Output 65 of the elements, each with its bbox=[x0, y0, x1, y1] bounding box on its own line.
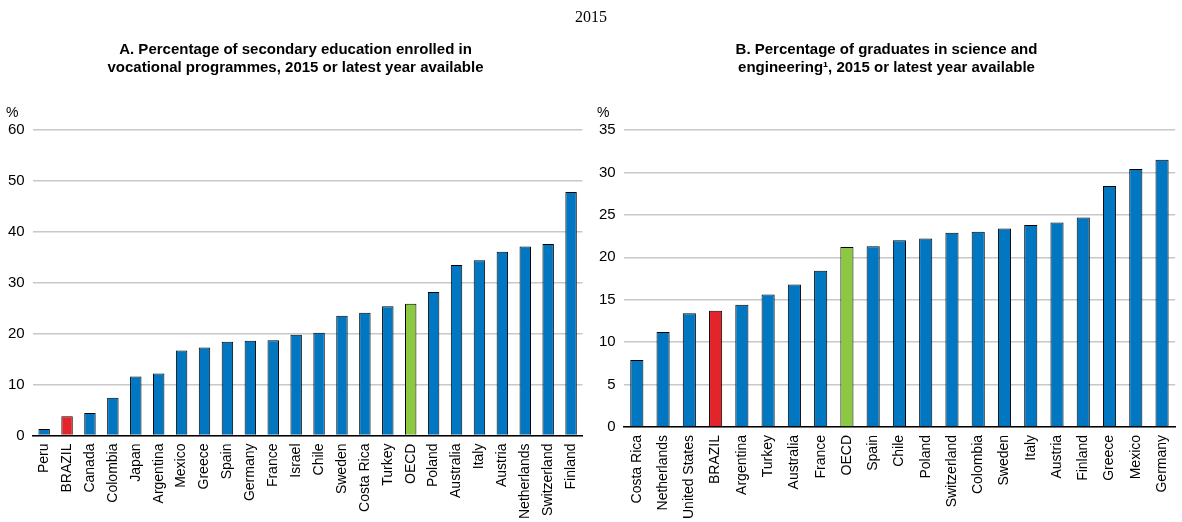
x-tick-label: Argentina bbox=[149, 443, 166, 504]
y-tick-label: 30 bbox=[599, 162, 616, 180]
x-tick-label: Poland bbox=[424, 443, 441, 488]
x-tick-label: Sweden bbox=[332, 443, 349, 495]
x-tick-label: Turkey bbox=[758, 434, 775, 478]
x-tick-label: Italy bbox=[470, 443, 487, 470]
x-tick-label: Switzerland bbox=[539, 443, 556, 516]
x-tick-label: Australia bbox=[785, 434, 802, 490]
x-tick-label: Colombia bbox=[103, 443, 120, 503]
y-tick-label: 0 bbox=[16, 425, 25, 443]
x-tick-label: Israel bbox=[287, 443, 304, 478]
y-tick-label: 10 bbox=[599, 332, 616, 350]
y-tick-label: 5 bbox=[607, 374, 616, 392]
x-tick-label: Switzerland bbox=[942, 434, 959, 508]
y-tick-label: 60 bbox=[8, 120, 25, 138]
chart-title: B. Percentage of graduates in science and engineering¹, 2015 or latest year available bbox=[734, 40, 1039, 77]
y-tick-label: 50 bbox=[8, 171, 25, 189]
x-tick-label: Austria bbox=[493, 443, 510, 488]
x-tick-label: Italy bbox=[1021, 434, 1038, 461]
x-tick-label: Greece bbox=[1100, 434, 1117, 481]
chart-title: A. Percentage of secondary education enrolled in vocational programmes, 2015 or latest year available bbox=[106, 40, 485, 77]
x-tick-label: Australia bbox=[447, 443, 464, 498]
x-tick-label: Turkey bbox=[378, 443, 395, 486]
x-tick-label: BRAZIL bbox=[706, 434, 723, 484]
x-tick-label: Germany bbox=[241, 443, 258, 502]
y-tick-label: 20 bbox=[599, 247, 616, 265]
x-tick-label: Greece bbox=[195, 443, 212, 490]
x-tick-label: Chile bbox=[890, 434, 907, 467]
text: 2015 bbox=[574, 8, 608, 26]
x-tick-label: France bbox=[811, 434, 828, 479]
y-tick-label: 35 bbox=[599, 120, 616, 138]
x-tick-label: Sweden bbox=[995, 434, 1012, 486]
y-tick-label: 10 bbox=[8, 374, 25, 392]
x-tick-label: France bbox=[264, 443, 281, 488]
x-tick-label: Spain bbox=[864, 434, 881, 471]
x-tick-label: Finland bbox=[1074, 434, 1091, 481]
x-tick-label: Canada bbox=[80, 443, 97, 493]
x-tick-label: Costa Rica bbox=[627, 434, 644, 504]
x-tick-label: BRAZIL bbox=[57, 443, 74, 493]
x-tick-label: Netherlands bbox=[653, 434, 670, 511]
x-tick-label: Finland bbox=[561, 443, 578, 490]
x-tick-label: United States bbox=[680, 434, 697, 520]
y-tick-label: 0 bbox=[607, 417, 616, 435]
x-tick-label: Japan bbox=[126, 443, 143, 482]
x-tick-label: Costa Rica bbox=[355, 443, 372, 512]
y-tick-label: 15 bbox=[599, 289, 616, 307]
y-tick-label: 30 bbox=[8, 272, 25, 290]
x-tick-label: Peru bbox=[35, 443, 51, 474]
x-tick-label: Germany bbox=[1152, 434, 1169, 493]
x-tick-label: Mexico bbox=[1126, 434, 1143, 480]
x-tick-label: Austria bbox=[1047, 434, 1064, 479]
x-tick-label: Colombia bbox=[969, 434, 986, 495]
x-tick-label: Poland bbox=[916, 434, 933, 479]
x-tick-label: OECD bbox=[837, 434, 854, 476]
y-axis-title: % bbox=[6, 103, 19, 120]
x-tick-label: Spain bbox=[218, 443, 235, 480]
x-tick-label: Netherlands bbox=[516, 443, 533, 520]
x-tick-label: Mexico bbox=[172, 443, 189, 488]
y-tick-label: 20 bbox=[8, 323, 25, 341]
x-tick-label: OECD bbox=[401, 443, 418, 484]
x-tick-label: Chile bbox=[309, 443, 326, 476]
y-tick-label: 40 bbox=[8, 221, 25, 239]
y-axis-title: % bbox=[597, 103, 610, 120]
y-tick-label: 25 bbox=[599, 204, 616, 222]
x-tick-label: Argentina bbox=[732, 434, 749, 495]
